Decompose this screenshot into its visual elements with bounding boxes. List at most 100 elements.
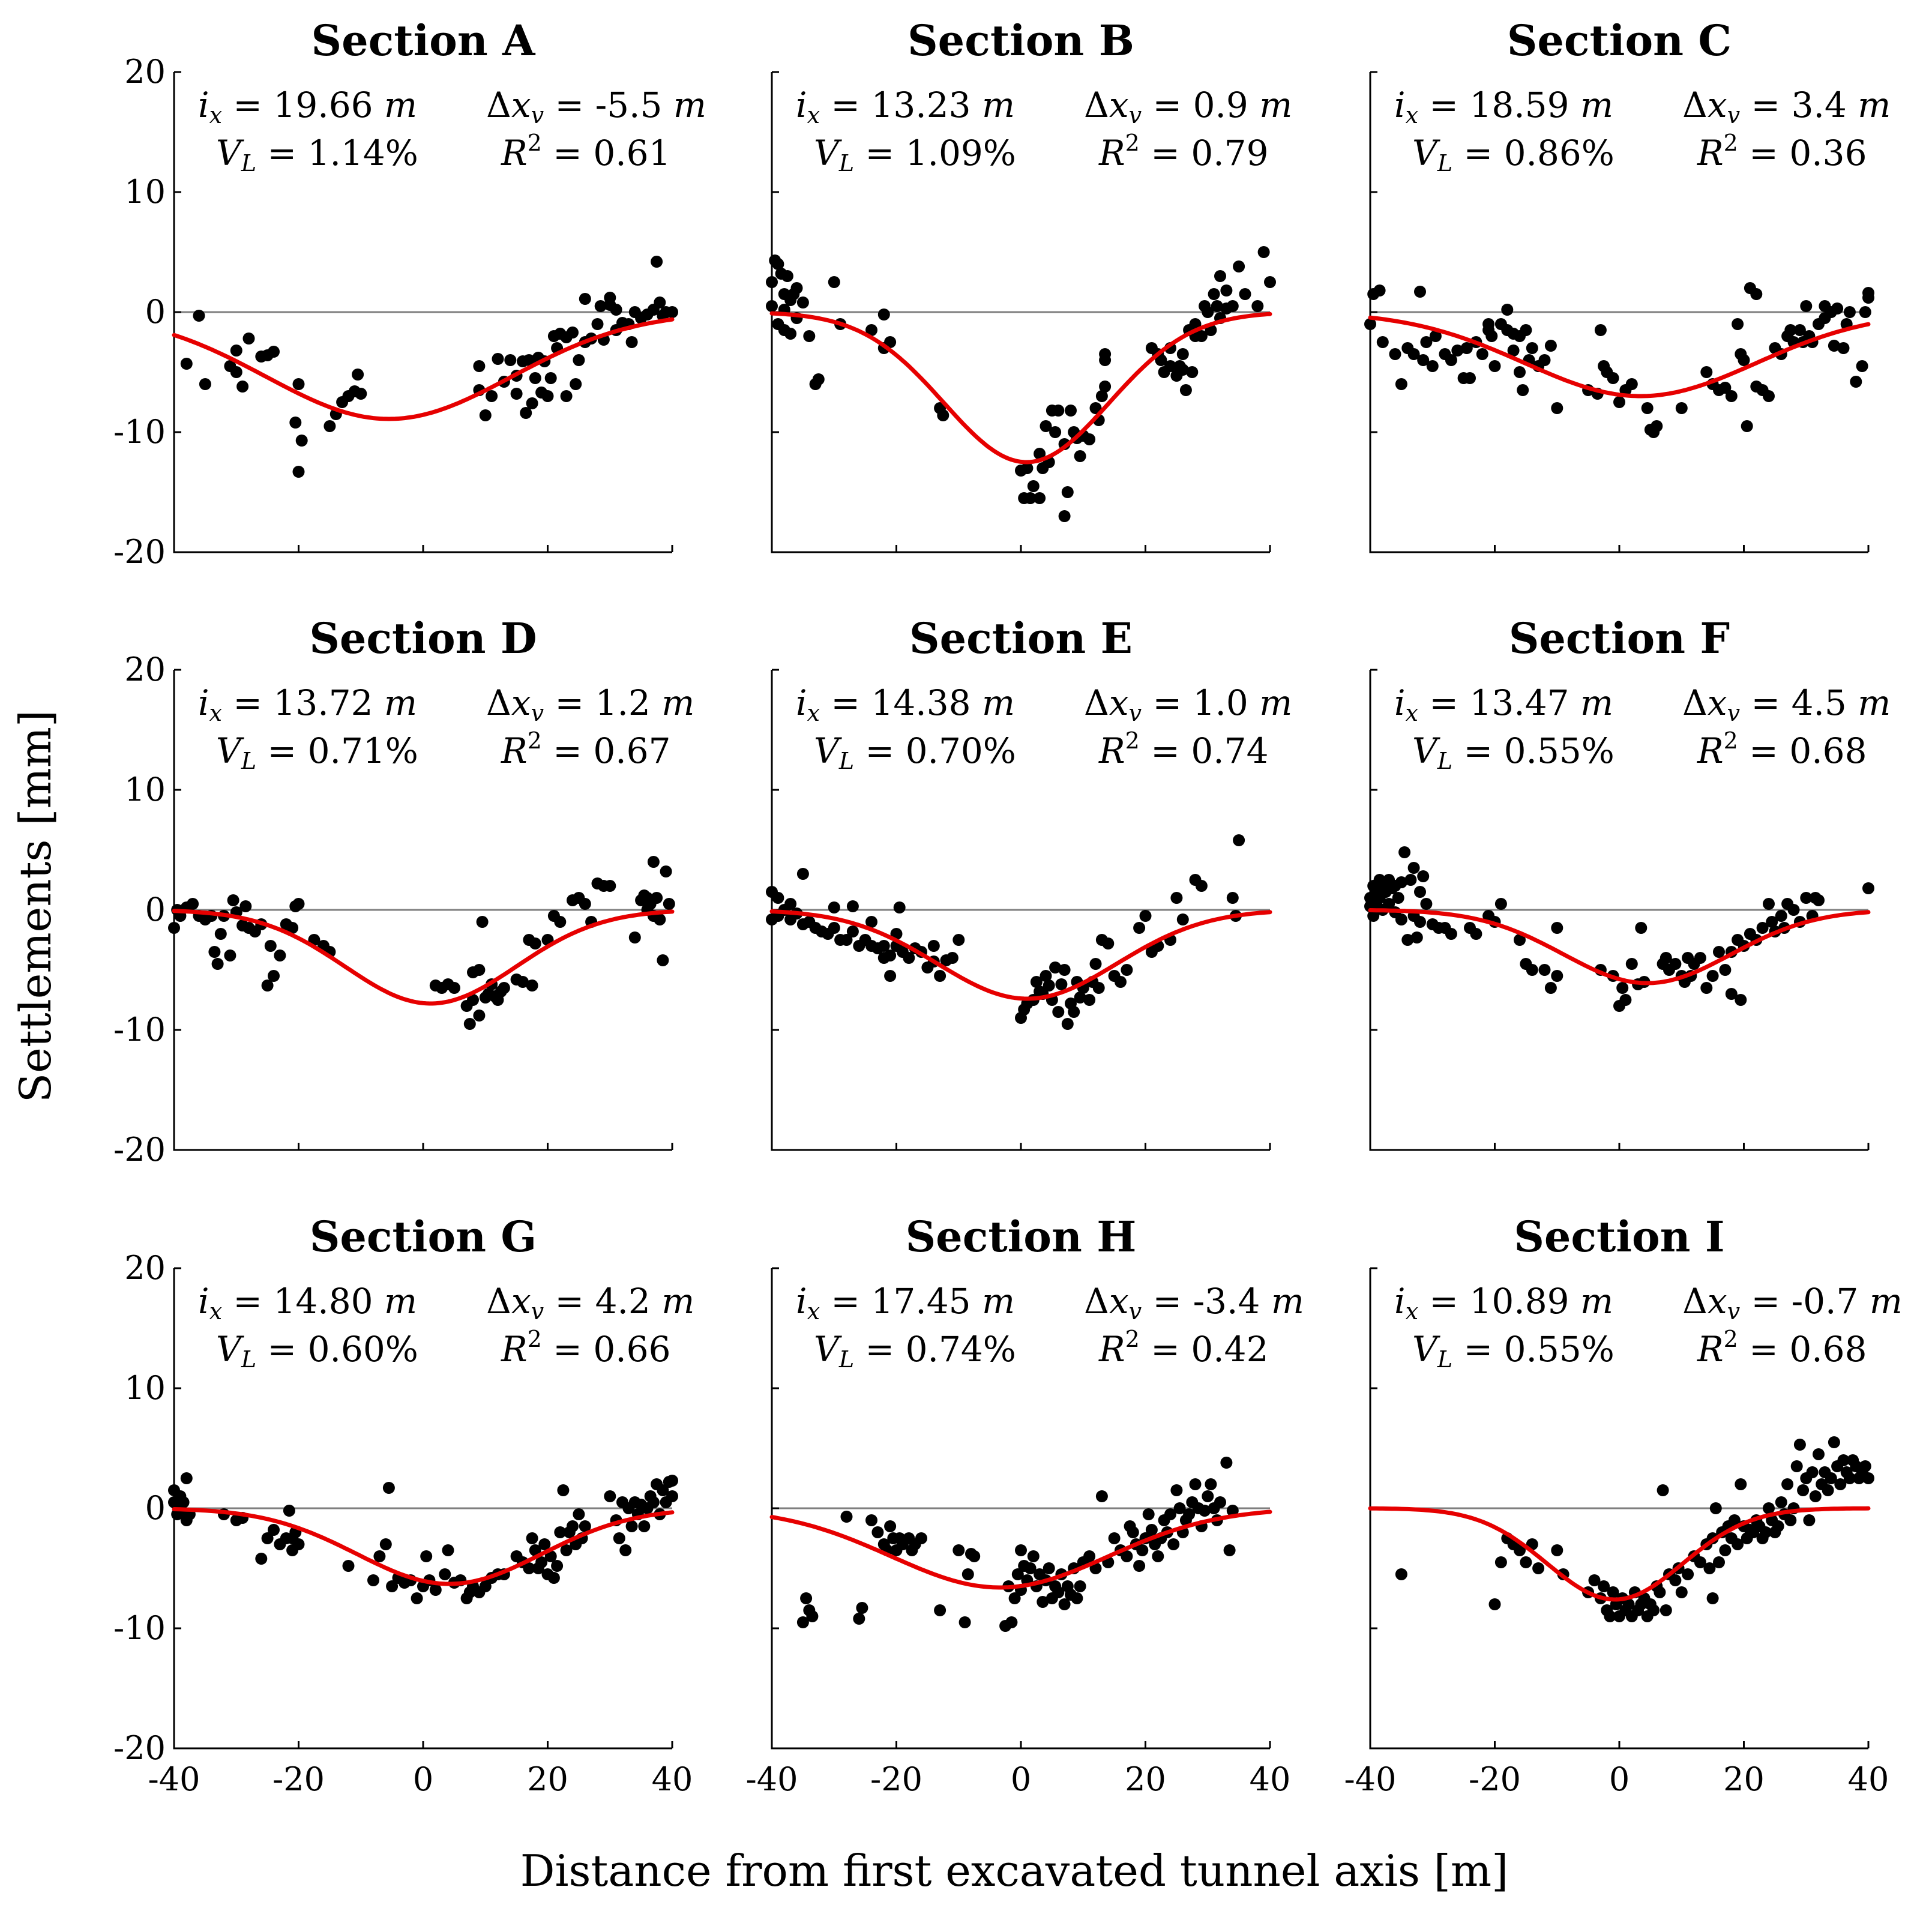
data-point [1058,1598,1071,1610]
data-points [766,246,1276,522]
ix-annotation: ix = 13.47 m [1394,682,1613,726]
data-point [1398,846,1411,858]
data-point [448,982,460,994]
data-point [1099,354,1112,366]
data-point [1092,982,1105,994]
data-point [579,1520,591,1532]
dxv-annotation: Δxv = 3.4 m [1682,85,1891,128]
data-point [654,296,666,308]
data-point [1173,1502,1186,1514]
data-point [1803,1514,1816,1526]
data-point [1485,330,1498,342]
data-point [1625,958,1638,970]
r2-annotation: R2 = 0.67 [501,727,670,771]
data-point [628,931,641,943]
data-point [1775,1496,1787,1508]
y-tick-label: 0 [145,891,166,928]
data-point [657,954,669,966]
data-point [373,1550,386,1562]
data-point [1725,988,1738,1000]
data-point [1538,964,1551,976]
data-point [1806,1466,1819,1478]
dxv-annotation: Δxv = -3.4 m [1084,1281,1304,1325]
vl-annotation: VL = 0.86% [1412,133,1615,176]
data-point [579,293,591,305]
x-tick-label: 0 [413,1760,433,1798]
data-point [1766,916,1778,928]
data-point [1099,381,1112,393]
data-point [1383,898,1395,910]
data-point [1850,376,1862,388]
x-tick-label: -20 [1469,1760,1521,1798]
data-point [1414,886,1426,898]
data-point [856,1602,868,1614]
data-point [1464,372,1476,384]
panel-title: Section I [1514,1212,1724,1262]
data-point [613,1532,625,1544]
data-point [828,922,840,934]
data-point [1068,1006,1080,1018]
data-point [1738,354,1750,366]
data-point [604,292,616,304]
data-point [1015,1544,1027,1556]
data-point [1220,1457,1233,1469]
data-point [968,1550,981,1562]
data-point [1828,1436,1840,1448]
data-point [1604,1610,1616,1622]
data-point [526,397,538,409]
data-point [1660,952,1672,964]
data-point [1750,288,1763,300]
data-point [1417,354,1430,366]
data-point [1598,1580,1610,1592]
data-point [952,1544,965,1556]
data-point [292,1538,305,1550]
panel-title: Section F [1509,613,1730,663]
data-point [1725,390,1738,402]
data-point [1784,1514,1797,1526]
data-point [1407,348,1420,360]
data-point [1179,384,1192,396]
data-point [1800,892,1813,904]
data-point [554,916,567,928]
data-point [292,378,305,390]
data-point [289,417,302,429]
data-point [1133,922,1146,934]
data-point [1772,1520,1784,1532]
data-point [1488,1598,1501,1610]
vl-annotation: VL = 1.09% [814,133,1016,176]
dxv-annotation: Δxv = 0.9 m [1084,85,1292,128]
data-point [1813,1448,1825,1460]
data-point [1719,1544,1732,1556]
data-point [1520,324,1532,336]
data-point [1426,360,1439,372]
data-point [1127,1526,1139,1538]
data-point [927,940,940,952]
ix-annotation: ix = 14.38 m [796,682,1015,726]
data-point [544,372,557,384]
data-point [1756,922,1769,934]
data-point [958,1616,971,1628]
data-point [772,258,784,270]
data-point [666,306,678,318]
panel-title: Section A [311,16,537,65]
data-point [796,868,809,880]
data-point [523,1562,535,1574]
data-point [1043,980,1055,992]
dxv-annotation: Δxv = 1.0 m [1084,682,1292,726]
x-tick-label: -40 [148,1760,200,1798]
data-point [551,1560,564,1572]
data-point [1800,300,1813,312]
data-point [1121,964,1133,976]
data-point [660,865,672,877]
data-point [865,916,877,928]
data-point [1102,937,1115,949]
data-point [1607,372,1619,384]
data-point [1706,970,1719,982]
data-point [1364,318,1376,330]
data-point [526,1532,538,1544]
data-point [1167,1538,1180,1550]
r2-annotation: R2 = 0.66 [501,1326,670,1370]
r2-annotation: R2 = 0.36 [1697,130,1867,173]
data-point [1061,1018,1074,1030]
